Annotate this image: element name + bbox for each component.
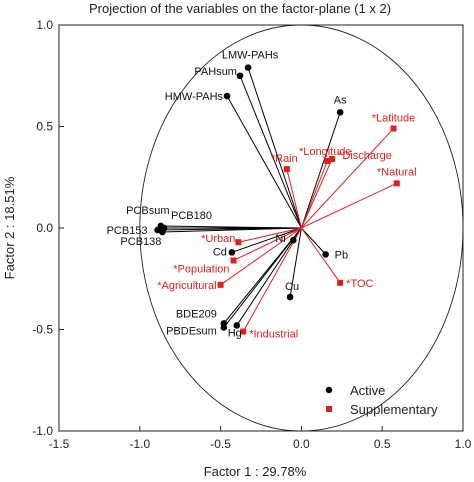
vector-line <box>220 227 302 286</box>
point-marker-supplementary <box>337 279 344 286</box>
point-label: PAHsum <box>194 66 237 78</box>
point-marker-supplementary <box>240 328 247 335</box>
unit-circle-layer <box>139 24 464 432</box>
vector-line <box>233 227 302 261</box>
point-marker-supplementary <box>283 166 290 173</box>
legend-supplementary-marker <box>326 406 332 412</box>
y-tick-label: 0.5 <box>36 120 53 134</box>
point-label: *Natural <box>377 166 417 178</box>
point-label: *Agricultural <box>157 280 216 292</box>
markers-layer <box>154 64 400 335</box>
x-tick-label: -1.5 <box>49 437 70 451</box>
point-marker-active <box>290 236 297 244</box>
chart-title: Projection of the variables on the facto… <box>89 1 391 16</box>
point-marker-active <box>233 322 241 329</box>
x-axis-ticks: -1.5 -1.0 -0.5 0.0 0.5 1.0 <box>49 426 472 451</box>
point-label: BDE209 <box>176 308 217 320</box>
point-marker-active <box>286 293 294 301</box>
legend-supplementary-label: Supplementary <box>350 402 438 417</box>
point-marker-active <box>244 64 252 71</box>
legend: Active Supplementary <box>325 383 438 417</box>
vector-line <box>300 158 333 229</box>
vector-line <box>300 160 328 229</box>
y-tick-label: 1.0 <box>36 18 53 32</box>
point-label: As <box>334 94 347 106</box>
point-marker-active <box>159 228 166 236</box>
vector-line <box>301 182 397 229</box>
vector-line <box>239 75 302 229</box>
point-marker-active <box>228 249 236 256</box>
vector-line <box>162 227 302 233</box>
point-label: Pb <box>335 249 348 261</box>
point-label: HMW-PAHs <box>165 91 224 103</box>
point-marker-supplementary <box>235 239 242 246</box>
point-marker-supplementary <box>324 158 331 165</box>
y-axis-label: Factor 2 : 18.51% <box>2 176 17 279</box>
point-label: *Longitude <box>299 146 352 158</box>
point-label: PCBsum <box>126 205 169 217</box>
point-marker-active <box>220 324 228 331</box>
point-label: *Latitude <box>372 113 415 125</box>
legend-active-marker <box>325 386 333 394</box>
point-marker-supplementary <box>329 155 336 162</box>
vector-line <box>301 227 327 255</box>
point-label: *TOC <box>346 278 373 290</box>
vector-line <box>301 128 394 229</box>
vector-line <box>223 227 302 328</box>
unit-circle <box>139 24 464 432</box>
vector-line <box>247 67 302 229</box>
point-marker-active <box>223 92 231 100</box>
point-marker-active <box>336 108 344 116</box>
point-label: Ni <box>275 233 285 245</box>
point-label: PCB180 <box>171 210 212 222</box>
point-marker-active <box>322 251 329 258</box>
point-marker-active <box>236 72 244 80</box>
point-label: PBDEsum <box>166 325 217 337</box>
point-label: PCB153 <box>107 225 148 237</box>
vector-line <box>286 169 302 229</box>
vector-line <box>231 227 302 253</box>
point-label: *Industrial <box>249 329 298 341</box>
x-tick-label: 0.0 <box>293 437 310 451</box>
point-label: LMW-PAHs <box>222 50 279 62</box>
point-label: *Urban <box>201 233 235 245</box>
x-tick-label: 0.5 <box>374 437 391 451</box>
point-labels-layer: LMW-PAHs PAHsum HMW-PAHs As PCBsum PCB180 PCB1… <box>107 50 417 341</box>
vector-line <box>236 227 302 326</box>
vector-line <box>300 112 341 229</box>
point-label: *Discharge <box>338 150 392 162</box>
point-label: *Rain <box>271 153 298 165</box>
x-axis-label: Factor 1 : 29.78% <box>204 464 307 479</box>
y-tick-label: -0.5 <box>32 323 53 337</box>
point-label: PCB138 <box>120 236 161 248</box>
legend-active-label: Active <box>350 383 385 398</box>
point-label: *Population <box>173 263 229 275</box>
point-marker-supplementary <box>393 180 400 187</box>
x-tick-label: -0.5 <box>210 437 231 451</box>
x-tick-label: 1.0 <box>455 437 472 451</box>
vector-line <box>289 227 302 298</box>
point-label: Cu <box>285 281 299 293</box>
vector-line <box>238 227 302 243</box>
point-label: Hg <box>228 327 242 339</box>
point-marker-supplementary <box>390 125 397 132</box>
y-tick-label: 0.0 <box>36 221 53 235</box>
x-tick-label: -1.0 <box>129 437 150 451</box>
point-label: Cd <box>213 246 227 258</box>
vector-lines-layer <box>157 67 397 332</box>
vector-line <box>300 227 341 284</box>
point-marker-supplementary <box>217 281 224 288</box>
vector-line <box>242 227 302 332</box>
vector-line <box>226 95 302 229</box>
y-tick-label: -1.0 <box>32 424 53 438</box>
y-axis-ticks: -1.0 -0.5 0.0 0.5 1.0 <box>32 18 64 438</box>
point-marker-supplementary <box>230 257 237 264</box>
